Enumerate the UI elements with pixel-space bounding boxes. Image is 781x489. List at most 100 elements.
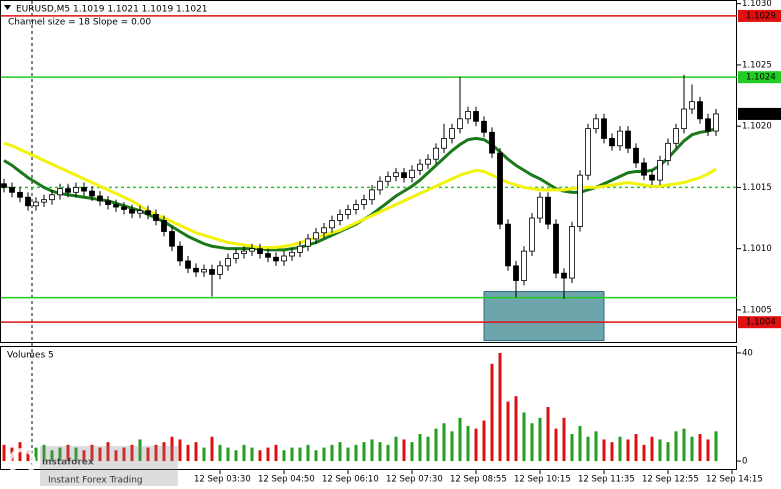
volume-bar [690, 436, 694, 462]
volume-bar [682, 428, 686, 462]
candle-body [689, 101, 695, 110]
volume-bar [538, 417, 542, 462]
y-tick-label: 40 [742, 348, 753, 358]
candle-body [521, 250, 527, 281]
candle-body [233, 253, 239, 259]
candle-body [601, 118, 607, 139]
candle-body [529, 217, 535, 252]
candle-body [57, 188, 63, 196]
candle-body [1, 183, 7, 188]
candle-body [657, 160, 663, 181]
volume-bar [338, 442, 342, 462]
candle-body [681, 108, 687, 130]
volume-bar [458, 417, 462, 462]
volume-bar [114, 450, 118, 462]
candle-body [41, 199, 47, 203]
candle-body [617, 130, 623, 147]
volume-panel [0, 346, 737, 470]
candle-body [393, 172, 399, 177]
volume-bar [586, 436, 590, 462]
volume-bar [418, 434, 422, 462]
candle-body [113, 204, 119, 208]
volume-bar [410, 442, 414, 462]
candle-body [561, 272, 567, 279]
candle-body [289, 251, 295, 257]
candle-body [505, 223, 511, 267]
x-tick-label: 12 Sep 03:30 [194, 475, 251, 485]
volume-bar [298, 447, 302, 462]
candle-body [665, 142, 671, 161]
volume-bar [170, 436, 174, 462]
y-tick-label: 1.1010 [742, 244, 772, 254]
volume-bar [154, 444, 158, 462]
x-tick-label: 12 Sep 07:30 [386, 475, 443, 485]
y-tick-label: 1.1015 [742, 183, 772, 193]
volume-bar [282, 450, 286, 462]
volume-bar [618, 436, 622, 462]
candle-body [145, 210, 151, 215]
volume-bar [130, 444, 134, 462]
candle-body [305, 238, 311, 247]
candle-body [713, 113, 719, 132]
candle-body [593, 118, 599, 130]
volume-bar [490, 363, 494, 462]
moving-average [3, 141, 717, 249]
volume-bar [546, 407, 550, 462]
volume-bar [658, 439, 662, 462]
volume-bar [258, 450, 262, 462]
x-tick-label: 12 Sep 12:55 [642, 475, 699, 485]
candle-body [49, 194, 55, 201]
candle-body [65, 188, 71, 193]
candle-body [137, 210, 143, 214]
candle-body [705, 118, 711, 132]
volume-bar [242, 444, 246, 462]
candle-body [169, 231, 175, 247]
candle-body [193, 267, 199, 273]
candle-body [385, 175, 391, 182]
candle-body [673, 128, 679, 144]
y-tick-label: 1.1030 [742, 0, 772, 9]
candle-body [457, 118, 463, 130]
candle-body [313, 232, 319, 240]
volume-bar [50, 450, 54, 462]
candle-body [537, 196, 543, 219]
volume-bar [218, 444, 222, 462]
volume-bar [378, 442, 382, 462]
volume-bar [90, 444, 94, 462]
volume-bar [570, 434, 574, 462]
candle-body [17, 191, 23, 198]
volume-bar [98, 447, 102, 462]
header: EURUSD,M5 1.1019 1.1021 1.1019 1.1021 [16, 5, 208, 15]
x-tick-label: 12 Sep 04:50 [258, 475, 315, 485]
candle-body [281, 255, 287, 262]
candle-body [73, 187, 79, 193]
x-tick-label: 12 Sep 10:15 [514, 475, 571, 485]
volume-bar [314, 450, 318, 462]
price-marker [738, 107, 781, 120]
candle-body [129, 209, 135, 214]
y-tick-label: 1.1020 [742, 122, 772, 132]
price-marker-label: 1.1029 [746, 11, 776, 21]
volume-bar [386, 444, 390, 462]
volume-bar [402, 439, 406, 462]
volume-bar [122, 447, 126, 462]
volume-bar [650, 436, 654, 462]
volume-bar [234, 450, 238, 462]
candle-body [497, 152, 503, 225]
candle-body [209, 269, 215, 275]
volume-bar [34, 447, 38, 462]
price-marker-label: 1.1021 [746, 109, 776, 119]
candle-body [641, 162, 647, 176]
candle-body [553, 223, 559, 274]
volume-bar [2, 444, 6, 462]
subheader: Channel size = 18 Slope = 0.00 [8, 18, 151, 28]
candle-body [345, 209, 351, 215]
candle-body [473, 111, 479, 122]
candle-body [361, 199, 367, 205]
volume-bar [482, 420, 486, 462]
candle-body [609, 138, 615, 147]
volume-bar [186, 444, 190, 462]
candle-body [185, 260, 191, 269]
candle-body [697, 101, 703, 120]
